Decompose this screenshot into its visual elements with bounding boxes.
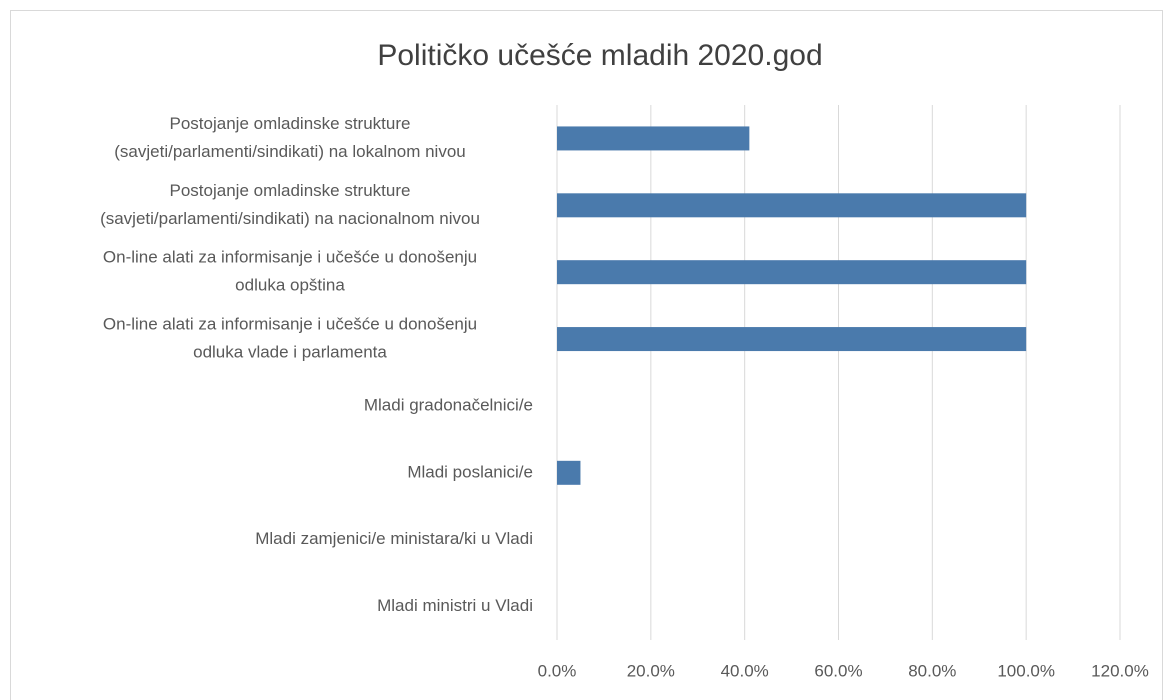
bar [557,260,1027,285]
x-tick-label: 80.0% [908,661,956,680]
y-tick-label: Postojanje omladinske strukture [170,181,411,200]
bar [557,327,1027,352]
x-tick-label: 100.0% [997,661,1055,680]
x-tick-label: 20.0% [627,661,675,680]
x-tick-label: 40.0% [721,661,769,680]
y-tick-label: odluka vlade i parlamenta [193,343,387,362]
y-tick-label: On-line alati za informisanje i učešće u… [103,315,477,334]
y-tick-label: On-line alati za informisanje i učešće u… [103,248,477,267]
y-tick-label: Postojanje omladinske strukture [170,114,411,133]
x-tick-label: 120.0% [1091,661,1149,680]
x-tick-label: 60.0% [814,661,862,680]
y-tick-label: Mladi gradonačelnici/e [364,395,533,414]
y-tick-label: Mladi poslanici/e [407,462,533,481]
bar [557,126,750,151]
y-tick-label: Mladi ministri u Vladi [377,596,533,615]
x-tick-label: 0.0% [538,661,577,680]
chart-title: Političko učešće mladih 2020.god [377,39,822,72]
y-tick-label: (savjeti/parlamenti/sindikati) na nacion… [100,209,480,228]
y-tick-label: odluka opština [235,276,345,295]
bar [557,193,1027,218]
chart-border [10,10,1163,700]
y-tick-label: (savjeti/parlamenti/sindikati) na lokaln… [114,142,466,161]
y-tick-label: Mladi zamjenici/e ministara/ki u Vladi [255,529,533,548]
bar [557,460,581,485]
